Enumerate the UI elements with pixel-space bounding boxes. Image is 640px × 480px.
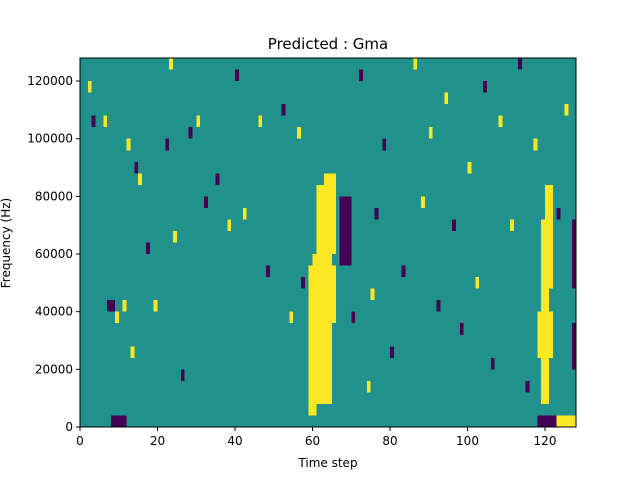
heatmap-cell <box>134 161 139 174</box>
heatmap-band <box>339 196 352 266</box>
heatmap-cell <box>351 311 356 324</box>
heatmap-cell <box>517 58 522 70</box>
heatmap-cell <box>165 138 170 151</box>
heatmap-cell <box>401 265 406 278</box>
chart-title: Predicted : Gma <box>268 35 388 53</box>
heatmap-cell <box>382 138 387 151</box>
heatmap-band <box>328 265 336 324</box>
y-tick-label: 100000 <box>27 132 73 146</box>
heatmap-cell <box>122 300 127 312</box>
x-tick-label: 40 <box>227 434 242 448</box>
heatmap-band <box>572 323 576 370</box>
heatmap-cell <box>436 300 441 312</box>
heatmap-cell <box>556 207 561 220</box>
heatmap-cell <box>107 300 111 312</box>
heatmap-cell <box>111 300 115 312</box>
heatmap-band <box>324 173 336 255</box>
heatmap-band <box>537 415 557 427</box>
heatmap-cell <box>366 380 371 393</box>
heatmap-cell <box>533 138 538 151</box>
x-tick-label: 100 <box>456 434 479 448</box>
heatmap-cell <box>103 115 108 128</box>
y-axis-label: Frequency (Hz) <box>0 198 13 289</box>
x-axis-label: Time step <box>297 456 357 470</box>
heatmap-cell <box>266 265 270 278</box>
heatmap-cell <box>498 115 503 128</box>
heatmap-cell <box>444 92 449 105</box>
heatmap-cell <box>452 219 456 231</box>
x-tick-label: 0 <box>76 434 84 448</box>
y-tick-label: 80000 <box>35 189 73 203</box>
heatmap-cell <box>215 173 220 185</box>
heatmap-cell <box>428 127 433 139</box>
heatmap-cell <box>114 311 119 324</box>
x-tick-label: 60 <box>305 434 320 448</box>
plot-frame <box>79 57 577 428</box>
heatmap-cell <box>374 207 379 220</box>
heatmap-band <box>572 219 576 289</box>
heatmap-cell <box>180 369 185 381</box>
heatmap-band <box>111 415 127 427</box>
heatmap-cell <box>490 357 495 370</box>
heatmap-cell <box>258 115 263 128</box>
x-tick-label: 80 <box>382 434 397 448</box>
heatmap-cell <box>204 196 208 208</box>
heatmap-cell <box>87 81 92 93</box>
heatmap-cell <box>196 115 201 128</box>
heatmap-cell <box>242 207 247 220</box>
x-tick-label: 20 <box>150 434 165 448</box>
heatmap-cells <box>87 58 576 427</box>
plot-area <box>79 57 577 428</box>
heatmap-cell <box>459 323 464 335</box>
y-tick-label: 60000 <box>35 247 73 261</box>
heatmap-cell <box>297 127 301 139</box>
y-tick-label: 0 <box>65 420 73 434</box>
heatmap-cell <box>130 346 135 358</box>
heatmap-cell <box>138 173 142 185</box>
heatmap-cell <box>421 196 425 208</box>
x-axis-ticks: 0 20 40 60 80 100 120 <box>76 427 556 448</box>
y-tick-label: 120000 <box>27 74 73 88</box>
heatmap-cell <box>370 288 375 301</box>
heatmap-cell <box>525 380 530 393</box>
heatmap-cell <box>227 219 232 231</box>
heatmap-cell <box>390 346 394 358</box>
heatmap-cell <box>173 230 177 243</box>
heatmap-cell <box>169 58 173 70</box>
heatmap-cell <box>510 219 514 231</box>
heatmap-cell <box>413 58 418 70</box>
heatmap-cell <box>475 277 480 289</box>
y-tick-label: 40000 <box>35 305 73 319</box>
heatmap-cell <box>300 277 305 289</box>
heatmap-band <box>537 311 553 358</box>
heatmap-cell <box>483 81 487 93</box>
heatmap-cell <box>281 104 286 116</box>
heatmap-cell <box>188 127 193 139</box>
heatmap-cell <box>467 161 472 174</box>
heatmap-band <box>556 415 576 427</box>
heatmap-cell <box>235 69 239 82</box>
heatmap-band <box>545 184 553 289</box>
heatmap-cell <box>289 311 294 324</box>
heatmap-cell <box>564 104 569 116</box>
x-tick-label: 120 <box>534 434 557 448</box>
heatmap-cell <box>153 300 158 312</box>
y-tick-label: 20000 <box>35 362 73 376</box>
heatmap-cell <box>145 242 150 255</box>
heatmap-cell <box>91 115 96 128</box>
heatmap-cell <box>359 69 363 82</box>
y-axis-ticks: 0 20000 40000 60000 80000 100000 120000 <box>27 74 80 434</box>
heatmap-cell <box>126 138 131 151</box>
